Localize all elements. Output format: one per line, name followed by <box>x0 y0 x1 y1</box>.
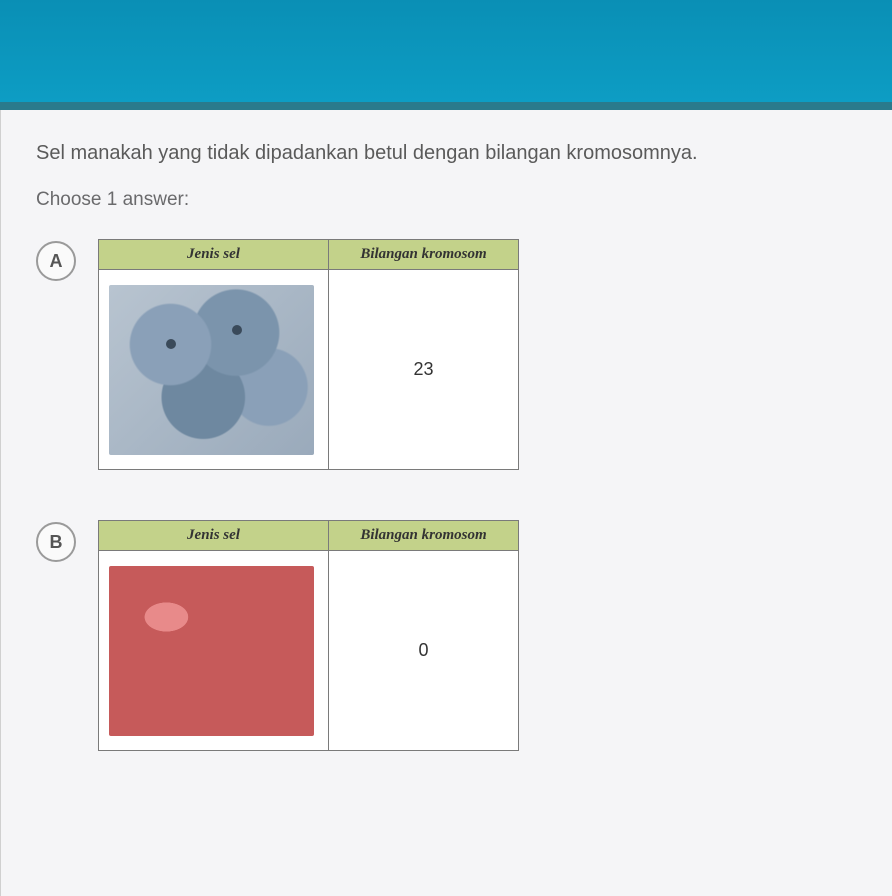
option-letter: A <box>50 251 63 272</box>
col-header-cell-type: Jenis sel <box>99 240 329 270</box>
answer-option-b[interactable]: B Jenis sel Bilangan kromosom 0 <box>36 520 857 751</box>
question-panel: Sel manakah yang tidak dipadankan betul … <box>0 110 892 896</box>
chromosome-value: 23 <box>329 270 519 470</box>
cell-type-image-cell <box>99 551 329 751</box>
option-bubble-a[interactable]: A <box>36 241 76 281</box>
col-header-chromosome-count: Bilangan kromosom <box>329 521 519 551</box>
col-header-cell-type: Jenis sel <box>99 521 329 551</box>
cell-image-red-blood-cells <box>109 566 314 736</box>
option-bubble-b[interactable]: B <box>36 522 76 562</box>
option-letter: B <box>50 532 63 553</box>
col-header-chromosome-count: Bilangan kromosom <box>329 240 519 270</box>
question-text: Sel manakah yang tidak dipadankan betul … <box>36 140 857 167</box>
table-row: 0 <box>99 551 519 751</box>
cell-image-microscopy <box>109 285 314 455</box>
answer-option-a[interactable]: A Jenis sel Bilangan kromosom 23 <box>36 239 857 470</box>
chromosome-value: 0 <box>329 551 519 751</box>
option-table-b: Jenis sel Bilangan kromosom 0 <box>98 520 519 751</box>
table-row: 23 <box>99 270 519 470</box>
top-banner <box>0 0 892 110</box>
option-table-a: Jenis sel Bilangan kromosom 23 <box>98 239 519 470</box>
cell-type-image-cell <box>99 270 329 470</box>
instruction-text: Choose 1 answer: <box>36 189 857 211</box>
